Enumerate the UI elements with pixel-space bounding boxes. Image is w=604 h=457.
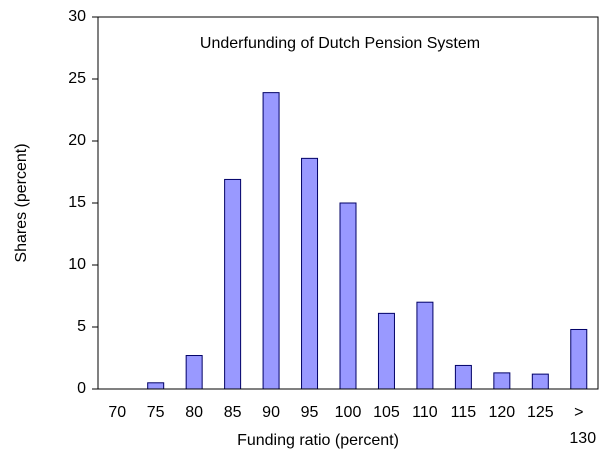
chart-title: Underfunding of Dutch Pension System: [200, 35, 480, 52]
bar: [377, 312, 395, 390]
x-tick-label: 110: [412, 404, 438, 421]
bar: [262, 92, 280, 390]
y-tick-label: 20: [68, 132, 86, 149]
x-tick-label: 105: [373, 404, 400, 421]
x-tick-label: 90: [262, 404, 280, 421]
bar: [454, 364, 472, 390]
x-tick-label: >130: [569, 404, 596, 447]
bar: [339, 202, 357, 390]
x-tick-label: 100: [335, 404, 362, 421]
y-tick-label: 10: [68, 256, 86, 273]
bar: [570, 328, 588, 390]
y-tick-label: 0: [77, 380, 86, 397]
x-tick-label: 125: [527, 404, 554, 421]
bar: [493, 372, 511, 390]
y-tick-label: 25: [68, 70, 86, 87]
bar: [224, 178, 242, 390]
bar: [416, 301, 434, 390]
x-axis-label: Funding ratio (percent): [237, 432, 399, 449]
x-tick-label: 85: [224, 404, 242, 421]
x-tick-label: 95: [301, 404, 319, 421]
plot-frame: [97, 16, 599, 390]
bar: [301, 157, 319, 390]
x-tick-label: 75: [147, 404, 165, 421]
x-tick-label-part: 130: [569, 430, 596, 447]
x-tick-label: 115: [451, 404, 477, 421]
x-tick-label: 70: [108, 404, 126, 421]
y-tick-label: 5: [77, 318, 86, 335]
y-tick-label: 15: [68, 194, 86, 211]
bar: [147, 382, 165, 390]
y-axis-label: Shares (percent): [13, 143, 30, 262]
x-tick-label: 120: [488, 404, 515, 421]
bar: [531, 373, 549, 390]
x-tick-label-part: >: [574, 404, 583, 421]
y-tick-label: 30: [68, 8, 86, 25]
bar: [185, 355, 203, 390]
x-tick-label: 80: [185, 404, 203, 421]
